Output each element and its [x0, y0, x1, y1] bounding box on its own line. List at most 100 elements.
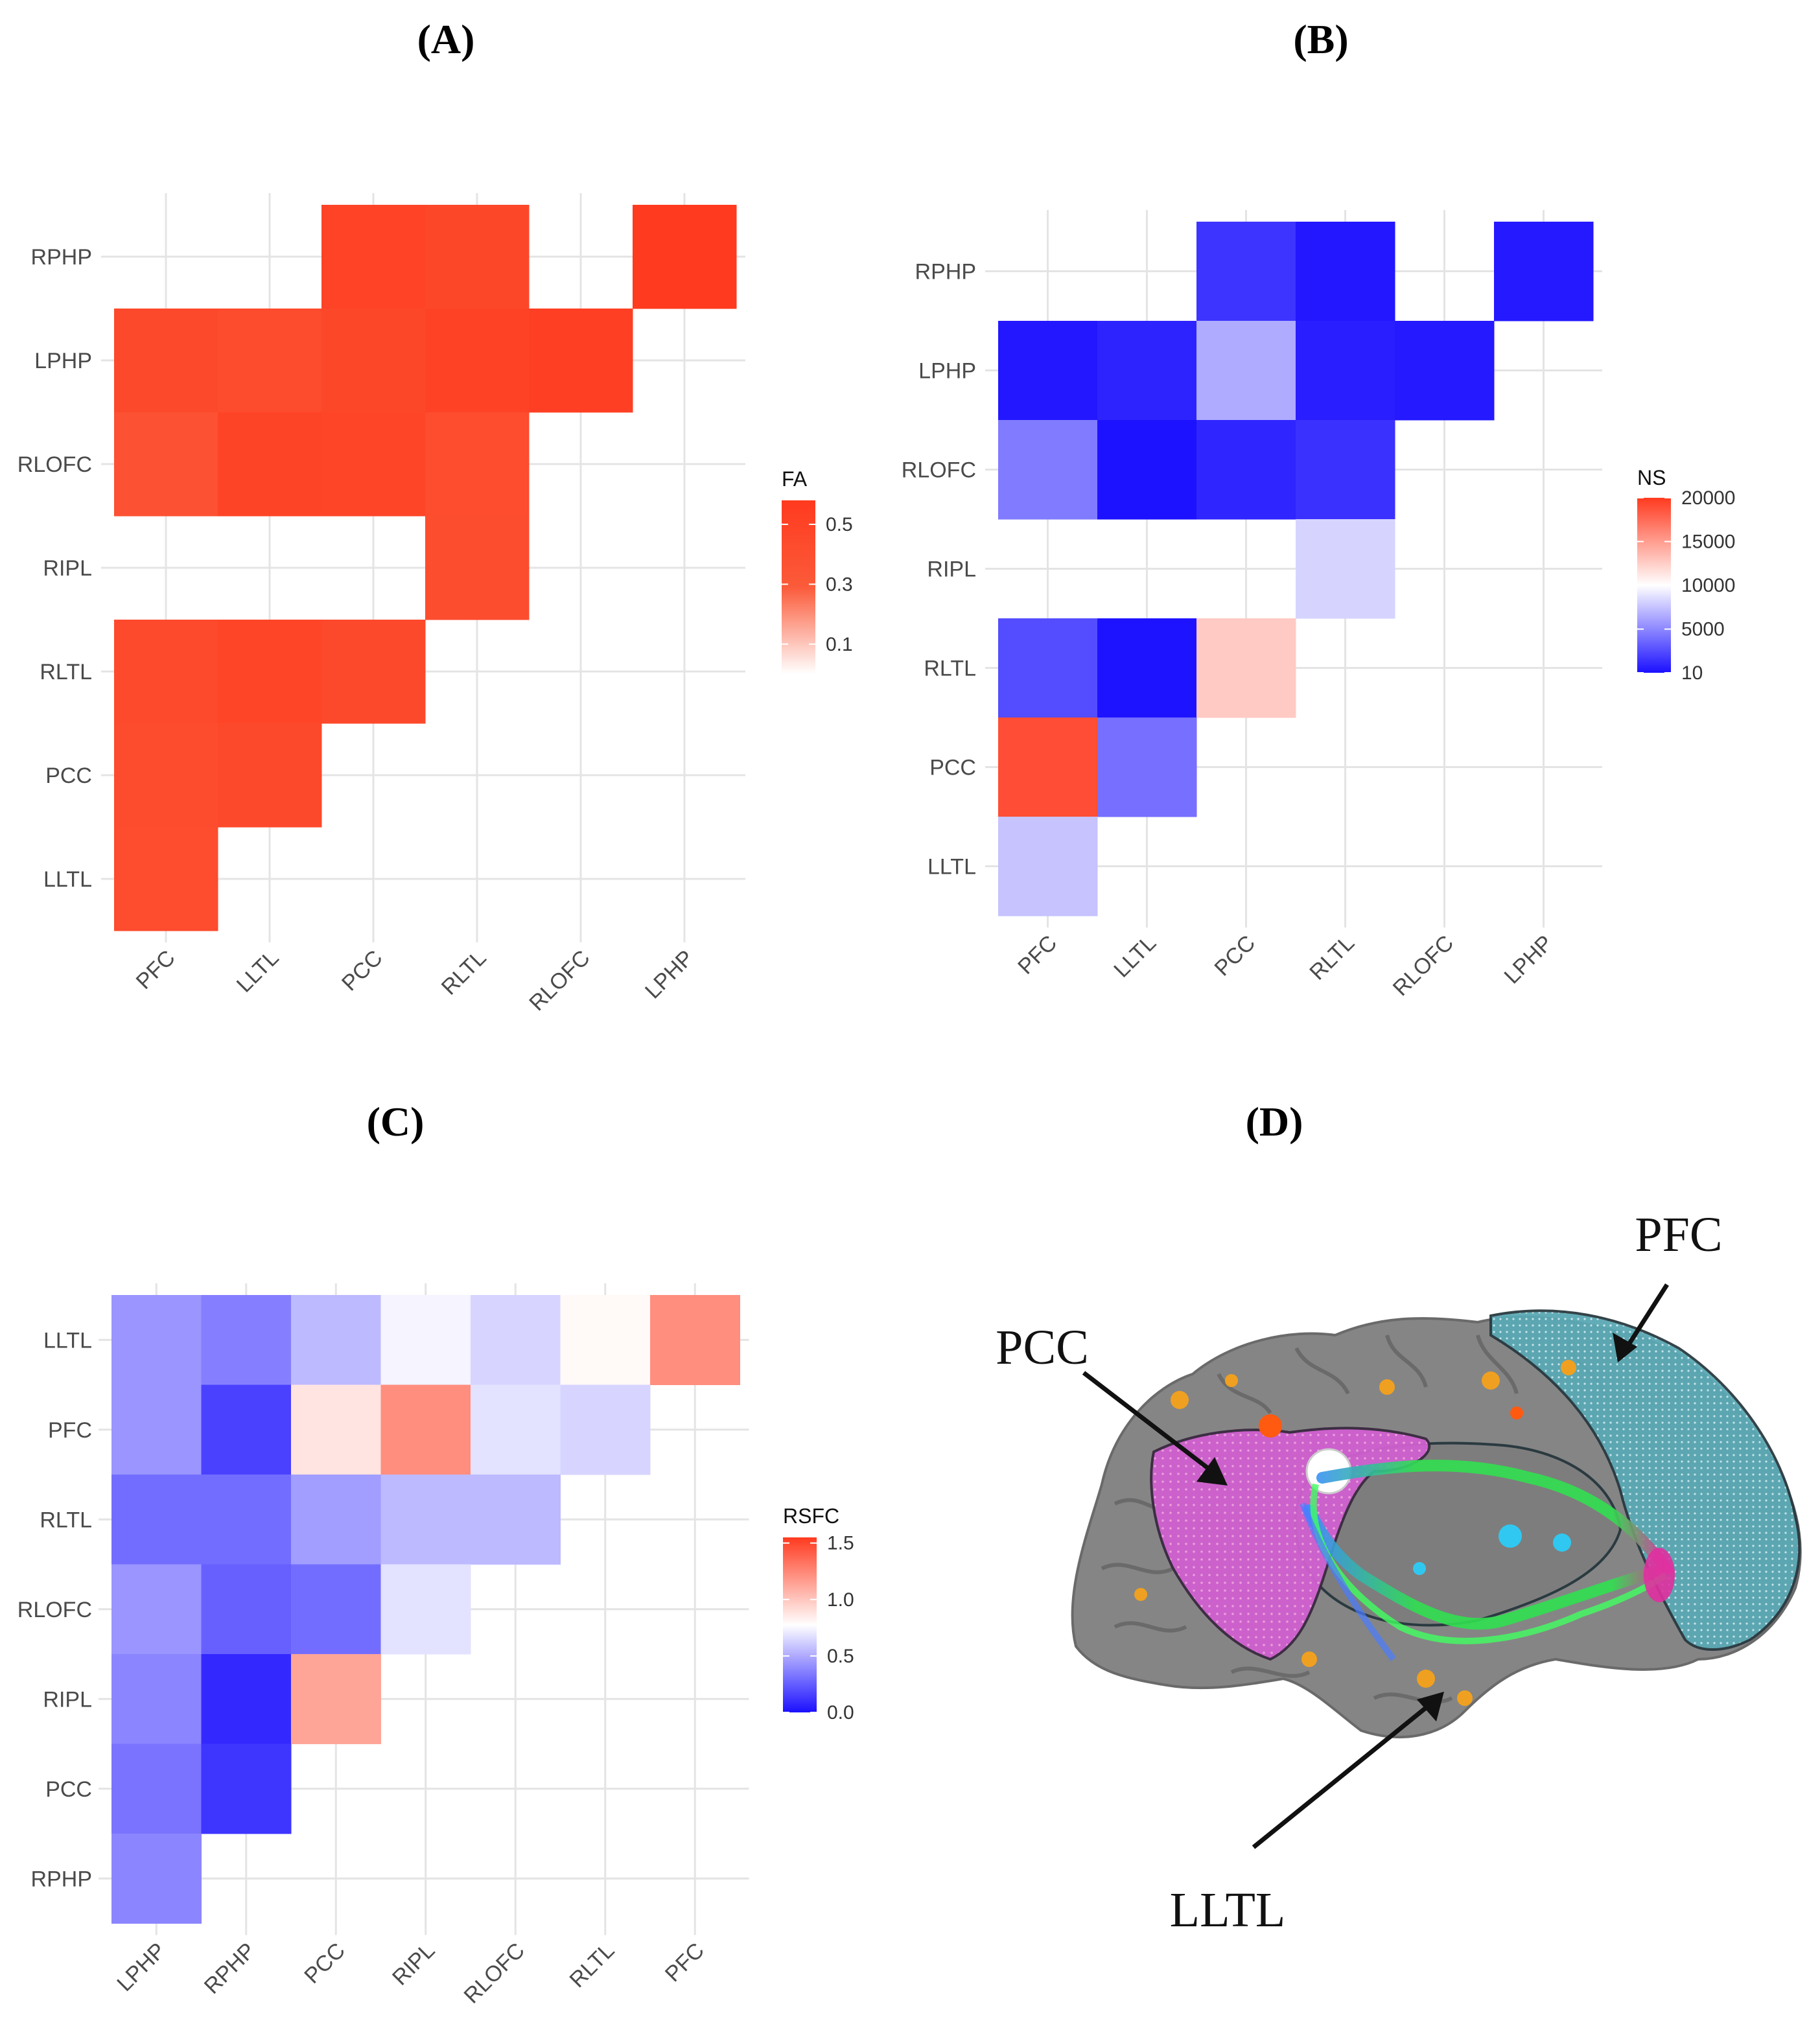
- heatmap-cell-lltl-rltl: [560, 1295, 651, 1385]
- y-tick-label: RPHP: [31, 1867, 92, 1891]
- fiber-tract-descending: [1300, 1502, 1397, 1661]
- heatmap-cell-lltl-rphp: [201, 1295, 292, 1385]
- brain-illustration: PFC PCC LLTL: [996, 1208, 1802, 1937]
- heatmap-cell-lltl-pfc: [998, 817, 1098, 916]
- heatmap-cell-pfc-rphp: [201, 1384, 292, 1475]
- heatmap-cell-ripl-rltl: [425, 516, 530, 620]
- pfc-arrow-head: [1613, 1333, 1637, 1362]
- heatmap-cell-rltl-ripl: [380, 1475, 471, 1565]
- legend-tick-label: 15000: [1681, 531, 1735, 553]
- y-tick-label: RIPL: [927, 557, 976, 582]
- legend-title: RSFC: [783, 1504, 839, 1528]
- legend-tick-label: 0.5: [826, 514, 853, 535]
- y-tick-label: RLTL: [40, 660, 92, 684]
- pfc-arrow: [1624, 1283, 1669, 1351]
- heatmap-cell-rlofc-pcc: [1196, 420, 1296, 520]
- x-tick-label: PFC: [660, 1938, 709, 1987]
- y-tick-label: LPHP: [918, 359, 976, 384]
- y-tick-label: LLTL: [928, 855, 976, 880]
- heatmap-cell-rphp-lphp: [633, 205, 737, 309]
- x-tick-label: PCC: [299, 1938, 350, 1989]
- tract-endpoint: [1644, 1548, 1675, 1602]
- heatmap-cell-lphp-pcc: [1196, 321, 1296, 421]
- legend-tick-label: 0.5: [827, 1646, 854, 1667]
- heatmap-cell-lltl-pfc: [114, 827, 218, 931]
- y-tick-label: LLTL: [43, 867, 92, 892]
- x-tick-label: RLTL: [1305, 931, 1359, 985]
- heatmap-cell-lphp-pfc: [114, 309, 218, 413]
- lltl-label: LLTL: [1170, 1883, 1286, 1937]
- x-tick-label: LLTL: [232, 946, 284, 998]
- y-tick-label: PCC: [929, 756, 976, 780]
- legend-tick-label: 0.0: [827, 1702, 854, 1723]
- y-tick-label: RIPL: [43, 1687, 92, 1712]
- heatmap-cell-pcc-lltl: [1097, 718, 1197, 817]
- heatmap-cell-rltl-lltl: [1097, 618, 1197, 718]
- heatmap-cell-ripl-lphp: [111, 1654, 202, 1744]
- heatmap-cell-lphp-rltl: [425, 309, 530, 413]
- heatmap-cell-rphp-rltl: [1296, 222, 1395, 321]
- heatmap-cell-lphp-rlofc: [1395, 321, 1495, 421]
- heatmap-cell-rlofc-rltl: [425, 412, 530, 517]
- heatmap-cell-lphp-pcc: [321, 309, 426, 413]
- x-tick-label: LPHP: [640, 946, 699, 1004]
- panel-label-c: (C): [367, 1099, 425, 1145]
- heatmap-cell-pcc-pfc: [114, 723, 218, 828]
- y-tick-label: RPHP: [915, 260, 976, 285]
- heatmap-cell-rltl-pcc: [1196, 618, 1296, 718]
- legend-title: FA: [782, 467, 808, 491]
- heatmap-cell-ripl-pcc: [291, 1654, 381, 1744]
- x-tick-label: LLTL: [1109, 931, 1161, 983]
- heatmap-cell-rlofc-lltl: [1097, 420, 1197, 520]
- x-tick-label: RIPL: [388, 1938, 439, 1990]
- y-tick-label: RLTL: [924, 657, 976, 681]
- x-tick-label: PCC: [337, 946, 388, 996]
- heatmap-cell-lphp-rltl: [1296, 321, 1395, 421]
- heatmap-cell-rlofc-pcc: [291, 1564, 381, 1655]
- x-tick-label: PCC: [1210, 931, 1261, 981]
- heatmap-cell-pcc-lphp: [111, 1744, 202, 1834]
- legend-title: NS: [1637, 466, 1666, 489]
- legend-colorbar: [783, 1537, 817, 1712]
- heatmap-cell-rltl-rphp: [201, 1475, 292, 1565]
- y-tick-label: RLOFC: [18, 1598, 92, 1622]
- heatmap-cell-lltl-ripl: [380, 1295, 471, 1385]
- heatmap-cell-pfc-pcc: [291, 1384, 381, 1475]
- pfc-label: PFC: [1635, 1208, 1722, 1262]
- heatmap-cell-rlofc-lltl: [218, 412, 322, 517]
- heatmap-fa: RPHP LPHP RLOFC RIPL RLTL PCC LLTL PFC LLTL PCC RL…: [18, 193, 853, 1016]
- y-tick-label: RLTL: [40, 1508, 92, 1532]
- heatmap-cell-lltl-pfc: [650, 1295, 740, 1385]
- pfc-region: [1489, 1309, 1801, 1651]
- x-tick-label: LPHP: [1499, 931, 1558, 989]
- heatmap-cell-rphp-lphp: [1494, 222, 1594, 321]
- heatmap-cell-lphp-rlofc: [529, 309, 633, 413]
- legend-tick-label: 10: [1681, 662, 1703, 684]
- heatmap-cell-rlofc-pfc: [998, 420, 1098, 520]
- lltl-arrow-head: [1417, 1692, 1444, 1721]
- heatmap-cell-rphp-pcc: [321, 205, 426, 309]
- legend-tick-label: 1.5: [827, 1533, 854, 1554]
- heatmap-cell-lphp-pfc: [998, 321, 1098, 421]
- pcc-region: [1150, 1427, 1431, 1661]
- x-tick-label: RLTL: [437, 946, 491, 1000]
- heatmap-cell-rphp-pcc: [1196, 222, 1296, 321]
- heatmap-cell-pcc-lltl: [218, 723, 322, 828]
- heatmap-cell-ripl-rphp: [201, 1654, 292, 1744]
- heatmap-cell-rlofc-lphp: [111, 1564, 202, 1655]
- heatmap-cell-rltl-rlofc: [471, 1475, 561, 1565]
- heatmap-cell-lltl-lphp: [111, 1295, 202, 1385]
- legend-tick-label: 20000: [1681, 487, 1735, 509]
- fiber-tract: [1303, 1460, 1675, 1630]
- y-tick-label: PCC: [45, 1777, 92, 1802]
- heatmap-cell-lltl-pcc: [291, 1295, 381, 1385]
- x-tick-label: PFC: [1013, 931, 1062, 979]
- x-tick-label: RLTL: [565, 1938, 620, 1992]
- x-tick-label: PFC: [132, 946, 180, 994]
- heatmap-cell-pfc-ripl: [380, 1384, 471, 1475]
- y-tick-label: LLTL: [43, 1328, 92, 1353]
- activation-blobs: [1134, 1360, 1576, 1706]
- heatmap-rsfc: LLTL PFC RLTL RLOFC RIPL PCC RPHP LPHP RPHP PCC RI…: [18, 1283, 854, 2009]
- heatmap-cell-rlofc-pcc: [321, 412, 426, 517]
- pcc-arrow: [1082, 1371, 1214, 1473]
